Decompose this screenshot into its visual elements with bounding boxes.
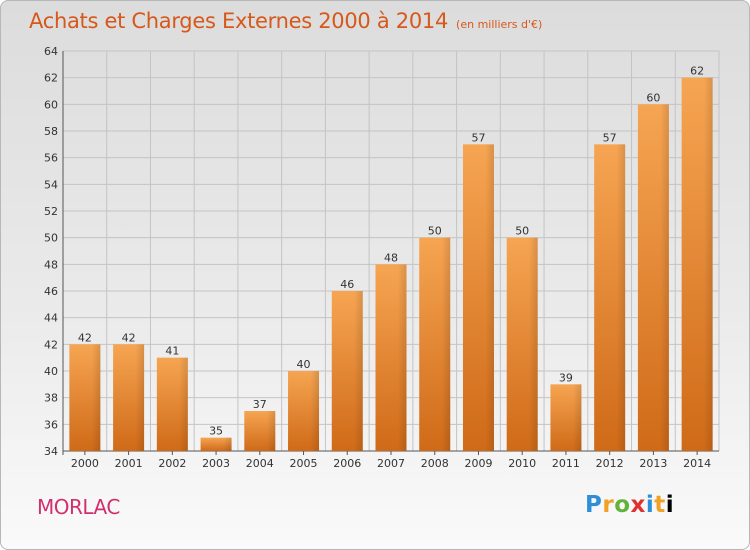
data-label: 42 <box>78 331 92 344</box>
bar-shade-2001 <box>135 344 145 451</box>
bars <box>69 77 713 452</box>
y-tick-label: 52 <box>44 205 58 218</box>
bar-shade-2013 <box>660 104 669 451</box>
bar-shade-2004 <box>266 411 276 451</box>
logo-letter: i <box>645 492 655 518</box>
bar-shade-2009 <box>485 144 494 452</box>
x-tick-label: 2004 <box>246 457 274 470</box>
bar-shade-2014 <box>703 77 713 452</box>
bar-shade-2007 <box>397 264 407 451</box>
y-tick-label: 38 <box>44 392 58 405</box>
chart-title-unit: (en milliers d'€) <box>456 18 543 31</box>
y-tick-label: 44 <box>44 312 58 325</box>
bar-shade-2012 <box>616 144 626 452</box>
data-label: 39 <box>559 371 573 384</box>
y-tick-label: 60 <box>44 98 58 111</box>
x-tick-label: 2001 <box>115 457 143 470</box>
y-tick-label: 48 <box>44 258 58 271</box>
data-labels: 42 42 41 35 37 40 46 48 50 57 50 39 57 60 62 <box>78 65 704 438</box>
data-label: 46 <box>340 278 354 291</box>
x-tick-label: 2002 <box>158 457 186 470</box>
x-tick-label: 2003 <box>202 457 230 470</box>
data-label: 42 <box>122 331 136 344</box>
chart-title: Achats et Charges Externes 2000 à 2014 (e… <box>29 9 542 33</box>
y-tick-label: 40 <box>44 365 58 378</box>
x-tick-label: 2014 <box>683 457 711 470</box>
bar-shade-2005 <box>310 371 320 451</box>
y-tick-label: 64 <box>44 45 58 58</box>
chart-title-main: Achats et Charges Externes 2000 à 2014 <box>29 9 449 33</box>
bar-shade-2000 <box>91 344 101 451</box>
data-label: 40 <box>297 358 311 371</box>
data-label: 50 <box>515 225 529 238</box>
x-tick-label: 2000 <box>71 457 99 470</box>
logo-letter: P <box>585 492 603 518</box>
y-tick-label: 54 <box>44 178 58 191</box>
logo-letter: o <box>614 492 631 518</box>
logo-letter: x <box>630 492 646 518</box>
y-tick-label: 42 <box>44 338 58 351</box>
commune-name: MORLAC <box>37 495 120 519</box>
bar-shade-2002 <box>179 357 188 451</box>
bar-shade-2010 <box>529 237 538 451</box>
y-tick-label: 58 <box>44 125 58 138</box>
x-tick-label: 2011 <box>552 457 580 470</box>
y-tick-label: 34 <box>44 445 58 458</box>
bar-shade-2003 <box>222 437 232 451</box>
data-label: 37 <box>253 398 267 411</box>
data-label: 35 <box>209 425 223 438</box>
x-tick-label: 2012 <box>596 457 624 470</box>
x-tick-label: 2008 <box>421 457 449 470</box>
proxiti-logo: Proxiti <box>585 492 674 518</box>
data-label: 60 <box>646 91 660 104</box>
x-tick-label: 2009 <box>464 457 492 470</box>
x-tick-label: 2006 <box>333 457 361 470</box>
y-tick-label: 62 <box>44 72 58 85</box>
x-tick-label: 2013 <box>639 457 667 470</box>
data-label: 57 <box>471 131 485 144</box>
data-label: 41 <box>165 345 179 358</box>
x-tick-label: 2010 <box>508 457 536 470</box>
x-tick-label: 2007 <box>377 457 405 470</box>
data-label: 50 <box>428 225 442 238</box>
logo-letter: i <box>665 492 675 518</box>
x-tick-label: 2005 <box>290 457 318 470</box>
bar-shade-2011 <box>572 384 582 451</box>
logo-letter: r <box>602 492 615 518</box>
y-tick-label: 36 <box>44 418 58 431</box>
y-tick-label: 50 <box>44 232 58 245</box>
logo-letter: t <box>654 492 666 518</box>
data-label: 62 <box>690 65 704 78</box>
data-label: 48 <box>384 251 398 264</box>
bar-shade-2008 <box>441 237 451 451</box>
y-tick-label: 56 <box>44 152 58 165</box>
data-label: 57 <box>603 131 617 144</box>
y-tick-label: 46 <box>44 285 58 298</box>
bar-shade-2006 <box>354 291 363 451</box>
